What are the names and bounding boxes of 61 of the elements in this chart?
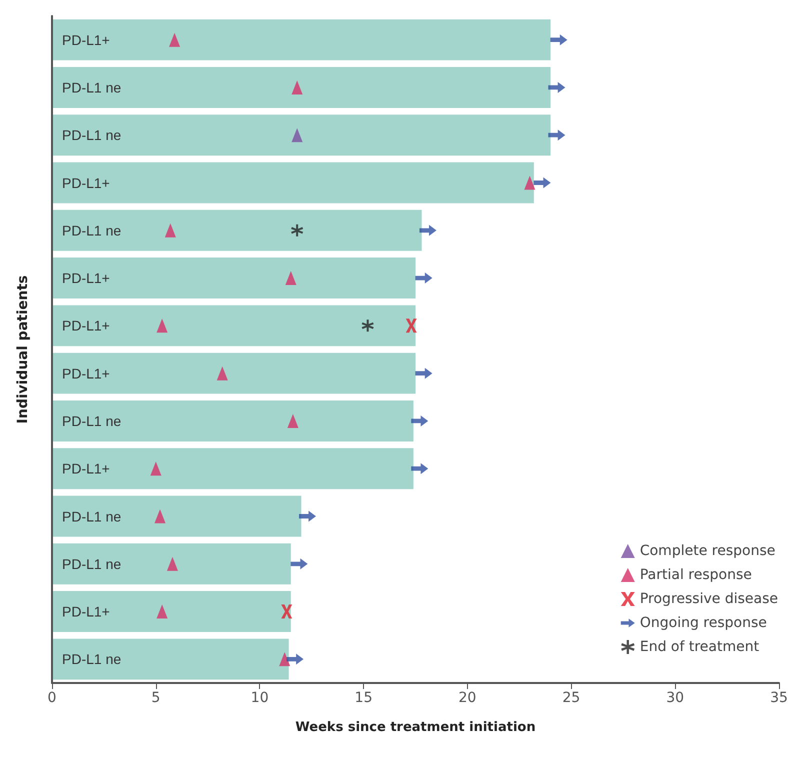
point: [287, 414, 298, 428]
x-tick-label: 15: [354, 690, 372, 706]
y-tick-label: PD-L1 ne: [62, 556, 122, 572]
y-tick-label: PD-L1 ne: [62, 127, 122, 144]
legend-label: Complete response: [640, 543, 776, 559]
point: [524, 176, 536, 190]
legend-label: Partial response: [640, 567, 752, 583]
point: [156, 604, 168, 619]
point: [406, 318, 417, 333]
bar: [52, 305, 416, 346]
bar: [52, 496, 302, 537]
y-tick-label: PD-L1+: [62, 365, 110, 382]
point: [292, 80, 303, 94]
bar: [52, 448, 414, 490]
y-tick-label: PD-L1+: [62, 174, 110, 191]
point: [150, 462, 162, 476]
x-axis-title: Weeks since treatment initiation: [295, 720, 536, 735]
bar: [52, 114, 551, 156]
bar: [52, 352, 416, 394]
x-tick-label: 10: [250, 690, 269, 706]
point: [279, 652, 290, 666]
y-tick-label: PD-L1+: [62, 460, 110, 477]
bar: [52, 543, 291, 584]
y-tick-label: PD-L1 ne: [62, 222, 122, 238]
x-tick-label: 35: [770, 690, 788, 706]
x-tick-label: 25: [562, 690, 580, 706]
point: [362, 320, 374, 332]
point: [291, 224, 304, 236]
y-axis-title: Individual patients: [15, 275, 31, 424]
point: [164, 223, 176, 238]
legend-label: Progressive disease: [640, 591, 778, 607]
bar: [52, 162, 534, 204]
bar: [52, 400, 414, 442]
bar: [52, 210, 422, 251]
point: [281, 604, 292, 619]
bar: [52, 591, 291, 632]
y-tick-label: PD-L1 ne: [62, 412, 122, 429]
y-tick-label: PD-L1 ne: [62, 79, 122, 96]
legend-label: Ongoing response: [640, 615, 767, 631]
x-tick-label: 0: [48, 690, 56, 706]
point: [166, 556, 178, 571]
y-tick-label: PD-L1+: [62, 270, 110, 286]
y-tick-label: PD-L1+: [62, 604, 110, 620]
bar: [52, 66, 551, 108]
x-tick-label: 20: [458, 690, 476, 706]
x-tick-label: 30: [666, 690, 684, 706]
point: [169, 32, 180, 47]
bar: [52, 638, 289, 680]
legend-label: End of treatment: [640, 639, 760, 655]
y-tick-label: PD-L1 ne: [62, 508, 122, 524]
point: [154, 509, 166, 524]
point: [285, 271, 296, 286]
x-tick-label: 5: [151, 690, 160, 706]
point: [292, 128, 303, 142]
point: [156, 318, 168, 333]
y-tick-label: PD-L1 ne: [62, 651, 122, 668]
y-tick-label: PD-L1+: [62, 32, 110, 48]
y-tick-label: PD-L1+: [62, 318, 110, 334]
bar: [52, 258, 416, 299]
point: [216, 366, 228, 380]
bar: [52, 19, 551, 60]
